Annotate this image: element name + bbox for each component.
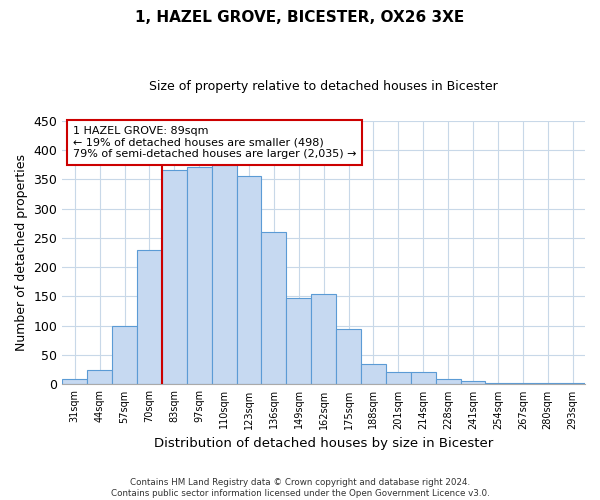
X-axis label: Distribution of detached houses by size in Bicester: Distribution of detached houses by size … [154, 437, 493, 450]
Bar [436, 378, 461, 384]
Bar [112, 326, 137, 384]
Bar [461, 382, 485, 384]
Bar [485, 382, 511, 384]
Bar [386, 372, 411, 384]
Y-axis label: Number of detached properties: Number of detached properties [15, 154, 28, 351]
Bar [511, 382, 535, 384]
Bar [137, 250, 162, 384]
Bar [311, 294, 336, 384]
Text: 1, HAZEL GROVE, BICESTER, OX26 3XE: 1, HAZEL GROVE, BICESTER, OX26 3XE [136, 10, 464, 25]
Bar [411, 372, 436, 384]
Bar [62, 378, 87, 384]
Bar [286, 298, 311, 384]
Bar [336, 328, 361, 384]
Bar [212, 164, 236, 384]
Bar [187, 168, 212, 384]
Bar [361, 364, 386, 384]
Bar [236, 176, 262, 384]
Title: Size of property relative to detached houses in Bicester: Size of property relative to detached ho… [149, 80, 498, 93]
Bar [262, 232, 286, 384]
Text: Contains HM Land Registry data © Crown copyright and database right 2024.
Contai: Contains HM Land Registry data © Crown c… [110, 478, 490, 498]
Bar [162, 170, 187, 384]
Bar [87, 370, 112, 384]
Text: 1 HAZEL GROVE: 89sqm
← 19% of detached houses are smaller (498)
79% of semi-deta: 1 HAZEL GROVE: 89sqm ← 19% of detached h… [73, 126, 356, 159]
